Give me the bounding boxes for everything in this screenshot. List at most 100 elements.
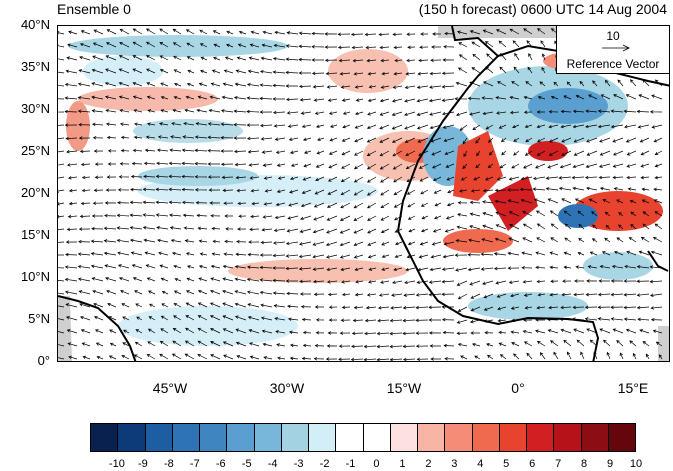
- wind-arrow: [496, 176, 507, 181]
- colorbar-label: 3: [451, 458, 458, 470]
- wind-arrow: [194, 148, 208, 153]
- wind-arrow: [522, 329, 533, 334]
- wind-arrow: [535, 265, 546, 270]
- wind-arrow: [198, 82, 208, 87]
- wind-arrow: [222, 315, 234, 321]
- wind-arrow: [626, 163, 637, 168]
- wind-arrow: [81, 188, 91, 193]
- wind-arrow: [145, 41, 156, 48]
- wind-arrow: [314, 305, 324, 309]
- reference-vector-magnitude: 10: [606, 29, 620, 43]
- wind-arrow: [488, 137, 494, 143]
- wind-arrow: [64, 96, 78, 100]
- wind-arrow: [146, 82, 156, 87]
- wind-arrow: [366, 202, 377, 209]
- wind-arrow: [522, 210, 533, 217]
- wind-arrow: [285, 266, 299, 271]
- wind-arrow: [510, 293, 520, 298]
- wind-arrow: [142, 200, 156, 205]
- wind-arrow: [352, 318, 364, 323]
- wind-arrow: [508, 211, 520, 217]
- wind-arrow: [312, 85, 325, 89]
- wind-arrow: [80, 329, 91, 334]
- wind-arrow: [601, 251, 611, 256]
- wind-arrow: [420, 32, 429, 36]
- wind-arrow: [431, 45, 441, 49]
- wind-arrow: [585, 292, 598, 297]
- wind-arrow: [301, 124, 312, 129]
- anomaly-negative: [528, 88, 608, 124]
- wind-arrow: [236, 239, 247, 244]
- wind-arrow: [197, 315, 208, 321]
- wind-arrow: [469, 30, 481, 35]
- wind-arrow: [598, 279, 611, 283]
- wind-arrow: [408, 228, 416, 233]
- anomaly-positive: [488, 176, 538, 231]
- wind-arrow: [135, 303, 143, 308]
- wind-arrow: [610, 317, 624, 321]
- wind-arrow: [392, 85, 403, 89]
- wind-arrow: [545, 187, 559, 191]
- wind-arrow: [513, 353, 520, 360]
- wind-arrow: [455, 111, 468, 117]
- wind-arrow: [616, 340, 624, 347]
- wind-arrow: [91, 82, 104, 87]
- wind-arrow: [313, 215, 325, 221]
- wind-arrow: [354, 85, 364, 89]
- wind-arrow: [507, 251, 520, 256]
- wind-arrow: [641, 199, 650, 204]
- wind-arrow: [403, 293, 416, 297]
- wind-arrow: [58, 215, 65, 219]
- wind-arrow: [248, 163, 260, 167]
- wind-arrow: [120, 289, 130, 295]
- wind-arrow: [259, 96, 273, 101]
- wind-arrow: [146, 68, 156, 74]
- wind-arrow: [379, 111, 390, 116]
- wind-arrow: [159, 42, 169, 48]
- colorbar-cell: [253, 423, 282, 452]
- wind-arrow: [571, 317, 585, 321]
- wind-arrow: [380, 228, 390, 234]
- wind-arrow: [637, 124, 650, 129]
- reference-vector-box: 10 Reference Vector: [556, 25, 670, 74]
- lat-label: 30°N: [20, 101, 50, 116]
- wind-arrow: [58, 305, 65, 308]
- wind-arrow: [134, 290, 143, 295]
- wind-arrow: [618, 224, 624, 230]
- wind-arrow: [78, 69, 91, 74]
- wind-arrow: [92, 135, 104, 140]
- wind-arrow: [457, 306, 468, 312]
- wind-arrow: [142, 187, 156, 192]
- wind-arrow: [247, 316, 260, 321]
- wind-arrow: [534, 198, 546, 204]
- wind-arrow: [564, 237, 572, 243]
- wind-arrow: [103, 226, 117, 231]
- wind-arrow: [285, 97, 299, 102]
- wind-arrow: [380, 58, 390, 63]
- wind-arrow: [185, 95, 195, 100]
- wind-arrow: [132, 28, 143, 35]
- wind-arrow: [364, 32, 377, 37]
- wind-arrow: [133, 135, 143, 140]
- wind-arrow: [105, 188, 117, 192]
- wind-arrow: [455, 239, 468, 243]
- wind-arrow: [199, 29, 208, 35]
- wind-arrow: [442, 124, 455, 129]
- wind-arrow: [275, 150, 286, 154]
- wind-arrow: [540, 40, 546, 48]
- wind-arrow: [442, 254, 455, 259]
- wind-arrow: [168, 174, 182, 179]
- wind-arrow: [274, 316, 286, 321]
- wind-arrow: [560, 109, 572, 114]
- wind-arrow: [485, 176, 494, 181]
- wind-arrow: [247, 150, 260, 154]
- wind-arrow: [404, 280, 416, 285]
- wind-arrow: [353, 163, 364, 170]
- wind-arrow: [298, 254, 312, 259]
- wind-arrow: [210, 289, 221, 295]
- wind-arrow: [221, 95, 234, 100]
- wind-arrow: [209, 302, 221, 308]
- wind-arrow: [586, 150, 598, 156]
- wind-arrow: [233, 95, 247, 100]
- wind-arrow: [402, 357, 416, 361]
